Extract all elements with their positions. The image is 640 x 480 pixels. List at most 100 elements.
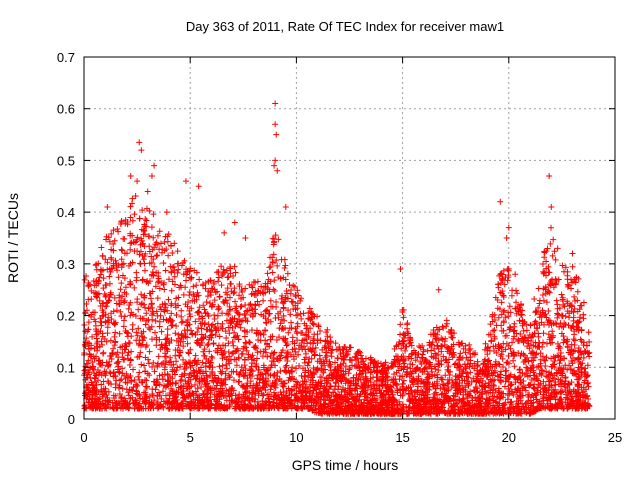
data-point: [434, 391, 441, 398]
data-point: [219, 382, 226, 389]
data-point: [139, 300, 146, 307]
data-point: [141, 227, 148, 234]
data-point: [179, 318, 186, 325]
data-point: [386, 410, 393, 417]
data-point: [531, 295, 538, 302]
data-point: [399, 381, 406, 388]
data-point: [192, 401, 199, 408]
data-point: [530, 369, 537, 376]
data-point: [547, 340, 554, 347]
data-point: [357, 408, 364, 415]
data-point: [142, 304, 149, 311]
data-point: [100, 391, 107, 398]
data-point: [575, 275, 582, 282]
data-point: [575, 386, 582, 393]
data-point: [432, 350, 439, 357]
data-point: [214, 398, 221, 405]
data-point: [154, 362, 161, 369]
data-point: [262, 327, 269, 334]
data-point: [121, 250, 128, 257]
data-point: [231, 405, 238, 412]
data-point: [286, 325, 293, 332]
data-point: [417, 379, 424, 386]
data-point: [363, 407, 370, 414]
data-point: [450, 341, 457, 348]
data-point: [172, 397, 179, 404]
data-point: [190, 283, 197, 290]
data-point: [243, 347, 250, 354]
data-point: [106, 273, 113, 280]
data-point: [114, 359, 121, 366]
data-point: [348, 401, 355, 408]
data-point: [161, 286, 168, 293]
data-point: [294, 287, 301, 294]
data-point: [482, 340, 489, 347]
data-point: [207, 359, 214, 366]
data-point: [449, 334, 456, 341]
data-point: [487, 389, 494, 396]
data-point: [462, 384, 469, 391]
data-point: [295, 346, 302, 353]
data-point: [302, 369, 309, 376]
data-point: [519, 370, 526, 377]
data-point: [550, 236, 557, 243]
data-point: [107, 370, 114, 377]
data-point: [431, 380, 438, 387]
data-point: [438, 376, 445, 383]
data-point: [213, 327, 220, 334]
data-point: [554, 310, 561, 317]
data-point: [163, 383, 170, 390]
data-point: [267, 402, 274, 409]
data-point: [93, 290, 100, 297]
data-point: [176, 349, 183, 356]
data-point: [544, 245, 551, 252]
data-point: [282, 262, 289, 269]
data-point: [399, 308, 406, 315]
data-point: [225, 390, 232, 397]
data-point: [269, 333, 276, 340]
data-point: [209, 331, 216, 338]
data-point: [97, 361, 104, 368]
data-point: [256, 376, 263, 383]
data-point: [153, 342, 160, 349]
data-point: [551, 281, 558, 288]
data-point: [438, 335, 445, 342]
data-point: [571, 293, 578, 300]
data-point: [202, 333, 209, 340]
data-point: [173, 389, 180, 396]
data-point: [164, 348, 171, 355]
data-point: [192, 357, 199, 364]
data-point: [506, 388, 513, 395]
data-point: [117, 308, 124, 315]
data-point: [215, 278, 222, 285]
data-point: [319, 367, 326, 374]
data-point: [575, 355, 582, 362]
data-point: [500, 292, 507, 299]
data-point: [409, 350, 416, 357]
data-point: [146, 393, 153, 400]
data-point: [164, 371, 171, 378]
data-point: [505, 360, 512, 367]
data-point: [151, 368, 158, 375]
data-point: [435, 351, 442, 358]
data-point: [531, 330, 538, 337]
data-point: [456, 397, 463, 404]
data-point: [301, 378, 308, 385]
data-point: [315, 323, 322, 330]
data-point: [484, 396, 491, 403]
data-point: [504, 266, 511, 273]
data-point: [353, 372, 360, 379]
data-point: [539, 292, 546, 299]
data-point: [127, 240, 134, 247]
data-point: [242, 285, 249, 292]
data-point: [545, 288, 552, 295]
data-point: [270, 251, 277, 258]
data-point: [449, 403, 456, 410]
data-point: [145, 360, 152, 367]
data-point: [586, 349, 593, 356]
data-point: [104, 266, 111, 273]
data-point: [198, 331, 205, 338]
data-point: [263, 307, 270, 314]
data-point: [88, 313, 95, 320]
data-point: [533, 309, 540, 316]
